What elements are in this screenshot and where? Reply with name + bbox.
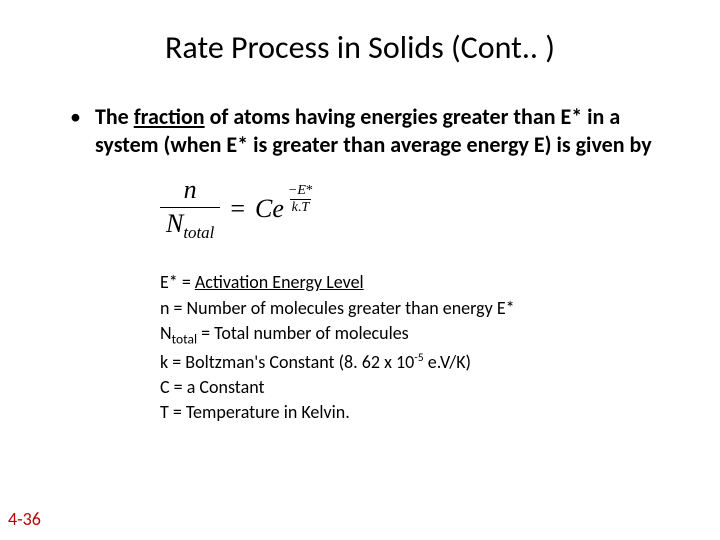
def1-pre: E* = <box>160 271 195 293</box>
definition-c: C = a Constant <box>160 375 680 399</box>
exp-minus: − <box>288 183 297 198</box>
exp-T: T <box>301 200 309 215</box>
exp-star: * <box>306 183 313 198</box>
equation-rhs: Ce −E* k.T <box>255 194 315 225</box>
definition-t: T = Temperature in Kelvin. <box>160 400 680 424</box>
def3-sub: total <box>172 331 197 348</box>
definition-n: n = Number of molecules greater than ene… <box>160 296 680 320</box>
bullet-underlined: fraction <box>134 103 205 130</box>
equation-rhs-e: e <box>272 194 284 224</box>
equation: n Ntotal = Ce −E* k.T <box>160 176 680 242</box>
slide-title: Rate Process in Solids (Cont.. ) <box>40 28 680 67</box>
equation-lhs-fraction: n Ntotal <box>160 176 220 242</box>
equation-rhs-C: C <box>255 194 272 224</box>
bullet-text: The fraction of atoms having energies gr… <box>95 103 660 158</box>
def4-post: e.V/K) <box>424 351 471 373</box>
slide-number: 4-36 <box>8 508 41 530</box>
slide: Rate Process in Solids (Cont.. ) • The f… <box>0 0 720 540</box>
equation-equals: = <box>230 194 245 224</box>
def4-sup: -5 <box>414 351 424 365</box>
equation-lhs-den-sub: total <box>183 223 214 242</box>
def3-N: N <box>160 322 172 344</box>
equation-lhs-denominator: Ntotal <box>160 207 220 243</box>
equation-exp-numerator: −E* <box>286 184 315 199</box>
equation-lhs-numerator: n <box>178 176 203 207</box>
definition-activation-energy: E* = Activation Energy Level <box>160 270 680 294</box>
def4-pre: k = Boltzman's Constant (8. 62 x 10 <box>160 351 414 373</box>
bullet-lead: The <box>95 103 134 130</box>
equation-lhs-den-N: N <box>166 209 183 238</box>
definition-ntotal: Ntotal = Total number of molecules <box>160 321 680 349</box>
def3-rest: = Total number of molecules <box>197 322 409 344</box>
exp-E: E <box>297 183 306 198</box>
bullet-item: • The fraction of atoms having energies … <box>70 103 660 158</box>
bullet-marker: • <box>70 103 81 131</box>
definition-k: k = Boltzman's Constant (8. 62 x 10-5 e.… <box>160 350 680 374</box>
equation-exp-denominator: k.T <box>290 199 312 215</box>
definitions-list: E* = Activation Energy Level n = Number … <box>160 270 680 424</box>
def1-underlined: Activation Energy Level <box>195 271 364 293</box>
equation-exponent-fraction: −E* k.T <box>286 184 315 215</box>
